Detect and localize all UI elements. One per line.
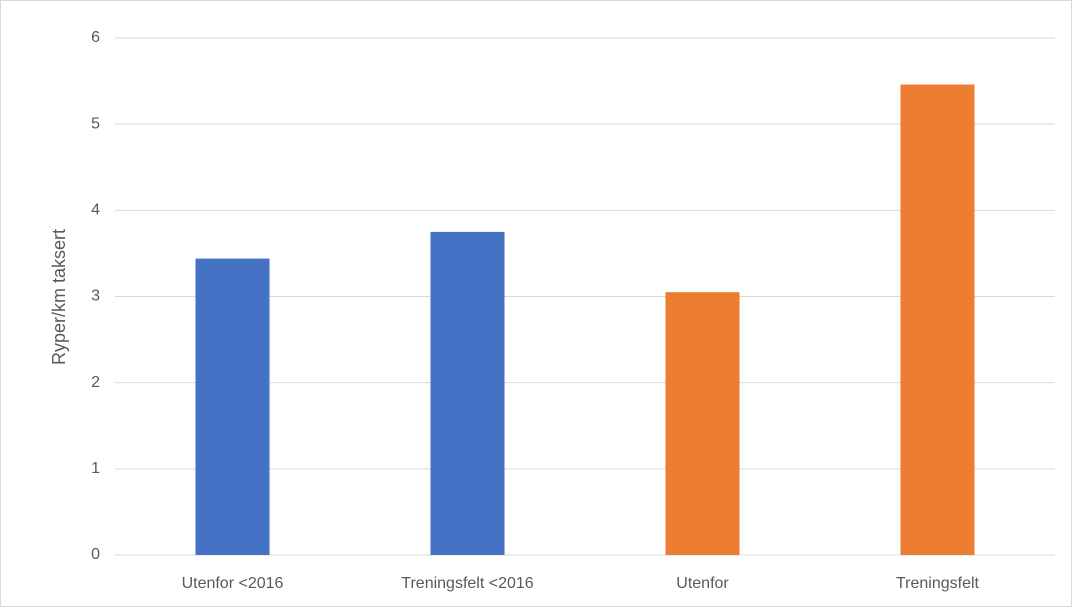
bar (430, 231, 505, 555)
y-tick-label: 2 (91, 374, 100, 391)
bar (900, 84, 975, 555)
y-tick-label: 0 (91, 546, 100, 563)
x-tick-label: Utenfor <2016 (182, 575, 284, 592)
y-axis-label: Ryper/km taksert (49, 229, 69, 365)
y-tick-label: 4 (91, 202, 100, 219)
bar (665, 292, 740, 555)
x-tick-label: Treningsfelt <2016 (401, 575, 533, 592)
y-tick-label: 1 (91, 460, 100, 477)
y-tick-label: 6 (91, 29, 100, 46)
y-tick-label: 5 (91, 115, 100, 132)
x-tick-label: Utenfor (676, 575, 729, 592)
x-tick-label: Treningsfelt (896, 575, 980, 592)
bar (195, 258, 270, 555)
y-tick-label: 3 (91, 288, 100, 305)
